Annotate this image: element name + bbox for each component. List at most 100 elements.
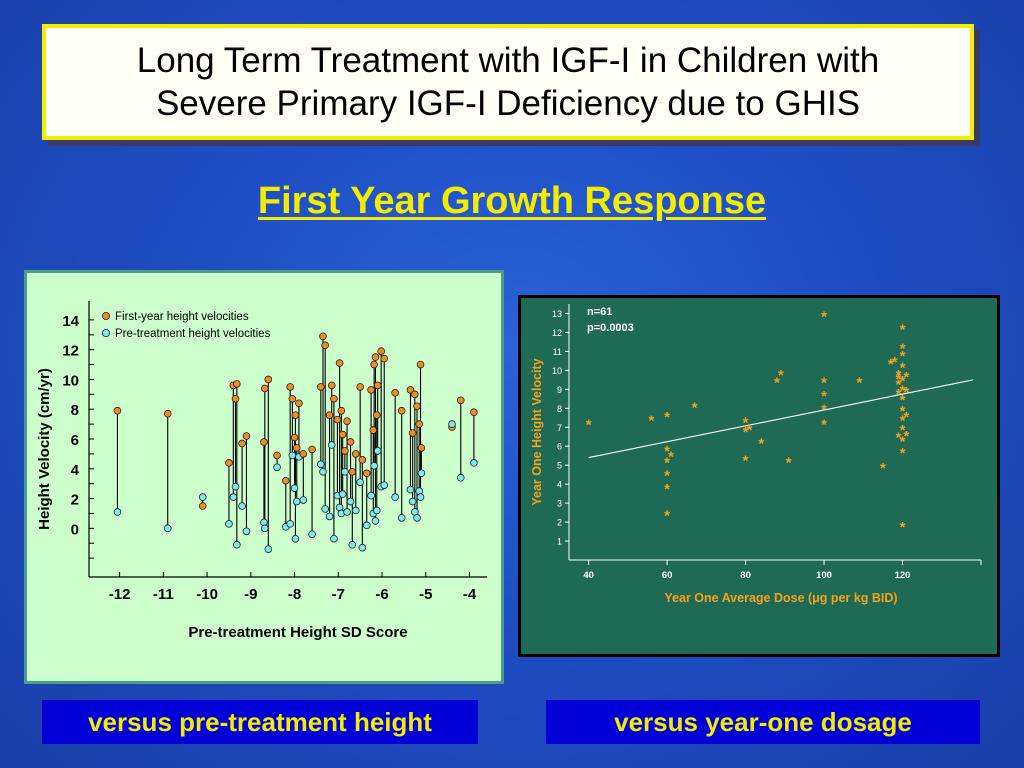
data-point-asterisk: * [664, 507, 670, 524]
pre-treatment-point [408, 497, 417, 506]
x-tick-label: 60 [662, 570, 673, 581]
first-year-point [346, 438, 355, 446]
first-year-point [330, 395, 338, 403]
data-point-asterisk: * [648, 413, 654, 430]
first-year-point [411, 390, 419, 399]
first-year-point [362, 469, 371, 478]
x-tick-label: -4 [463, 586, 477, 603]
pre-treatment-point [470, 459, 478, 467]
data-point-asterisk: * [904, 384, 910, 401]
first-year-point [416, 360, 425, 369]
data-point-asterisk: * [821, 401, 827, 418]
data-point-asterisk: * [900, 445, 906, 462]
pre-treatment-point [321, 505, 329, 513]
x-tick-label: 40 [583, 570, 594, 581]
pre-treatment-point [288, 451, 297, 460]
x-tick-label: 80 [740, 570, 751, 581]
first-year-point [417, 444, 426, 452]
data-point-asterisk: * [664, 443, 670, 460]
y-tick-label: 12 [62, 343, 79, 360]
data-point-asterisk: * [774, 375, 780, 392]
x-axis-title: Year One Average Dose (μg per kg BID) [664, 591, 897, 605]
data-point-asterisk: * [664, 409, 670, 426]
data-point-asterisk: * [664, 468, 670, 485]
first-year-point [198, 502, 207, 510]
first-year-point [406, 386, 415, 394]
data-point-asterisk: * [786, 454, 792, 471]
data-point-asterisk: * [900, 392, 906, 409]
slide-title-line1: Long Term Treatment with IGF-I in Childr… [136, 41, 880, 80]
y-tick-label: 4 [557, 480, 562, 490]
pre-treatment-point [358, 543, 367, 552]
pre-treatment-point [330, 534, 338, 543]
data-point-asterisk: * [904, 428, 910, 445]
first-year-point [380, 354, 389, 363]
x-tick-label: -9 [244, 586, 257, 603]
data-point-asterisk: * [896, 367, 902, 384]
pre-treatment-point [391, 493, 399, 501]
data-point-asterisk: * [900, 373, 906, 390]
annotation-p: p=0.0003 [587, 322, 634, 334]
first-year-point [325, 411, 334, 419]
pre-treatment-point [456, 473, 465, 482]
pre-treatment-point [286, 520, 294, 528]
first-year-point [371, 353, 380, 361]
first-year-point [341, 447, 349, 455]
pre-treatment-point [346, 497, 355, 506]
pre-treatment-point [317, 460, 325, 469]
data-point-asterisk: * [900, 413, 906, 430]
y-tick-label: 10 [62, 372, 79, 389]
first-year-point [333, 415, 342, 424]
data-point-asterisk: * [904, 369, 910, 386]
pre-treatment-point [371, 517, 380, 525]
y-tick-label: 0 [71, 521, 79, 538]
pre-treatment-point [242, 527, 251, 536]
first-year-point [260, 438, 268, 446]
caption-right: versus year-one dosage [546, 700, 980, 744]
pre-treatment-point [163, 524, 172, 533]
legend-label-first-year: First-year height velocities [115, 311, 249, 323]
pre-treatment-point [290, 484, 299, 492]
data-point-asterisk: * [743, 452, 749, 469]
x-tick-label: -11 [153, 586, 174, 603]
first-year-point [470, 408, 478, 417]
y-axis-title: Year One Height Velocity [530, 358, 544, 505]
pre-treatment-point [225, 520, 233, 528]
data-point-asterisk: * [900, 519, 906, 536]
first-year-point [292, 444, 301, 452]
data-point-asterisk: * [856, 375, 862, 392]
first-year-point [113, 406, 122, 415]
pre-treatment-point [362, 521, 371, 530]
pre-treatment-point [261, 524, 269, 533]
y-tick-label: 1 [557, 537, 562, 547]
title-box: Long Term Treatment with IGF-I in Childr… [42, 24, 974, 140]
y-tick-label: 13 [552, 309, 562, 319]
first-year-point [351, 450, 360, 458]
first-year-point [391, 389, 399, 397]
pre-treatment-point [370, 462, 378, 470]
y-tick-label: 4 [71, 462, 80, 479]
pre-treatment-point [397, 514, 406, 522]
x-tick-label: 120 [895, 570, 911, 581]
data-point-asterisk: * [821, 416, 827, 433]
pre-treatment-point [264, 545, 273, 553]
y-tick-label: 14 [62, 313, 79, 330]
first-year-point [288, 395, 297, 403]
data-point-asterisk: * [743, 415, 749, 432]
pre-treatment-point [325, 512, 334, 521]
first-year-point [343, 417, 351, 425]
pre-treatment-point [413, 514, 421, 522]
y-tick-label: 5 [557, 461, 562, 471]
first-year-point [264, 375, 273, 384]
pre-treatment-point [367, 491, 375, 500]
pre-treatment-point [417, 469, 426, 478]
data-point-asterisk: * [900, 341, 906, 358]
data-point-asterisk: * [747, 422, 753, 439]
first-year-point [225, 459, 233, 467]
pre-treatment-point [338, 490, 347, 498]
first-year-point [233, 380, 241, 388]
y-axis-title: Height Velocity (cm/yr) [36, 368, 53, 530]
y-tick-label: 2 [71, 492, 79, 509]
x-tick-label: -5 [419, 586, 432, 603]
